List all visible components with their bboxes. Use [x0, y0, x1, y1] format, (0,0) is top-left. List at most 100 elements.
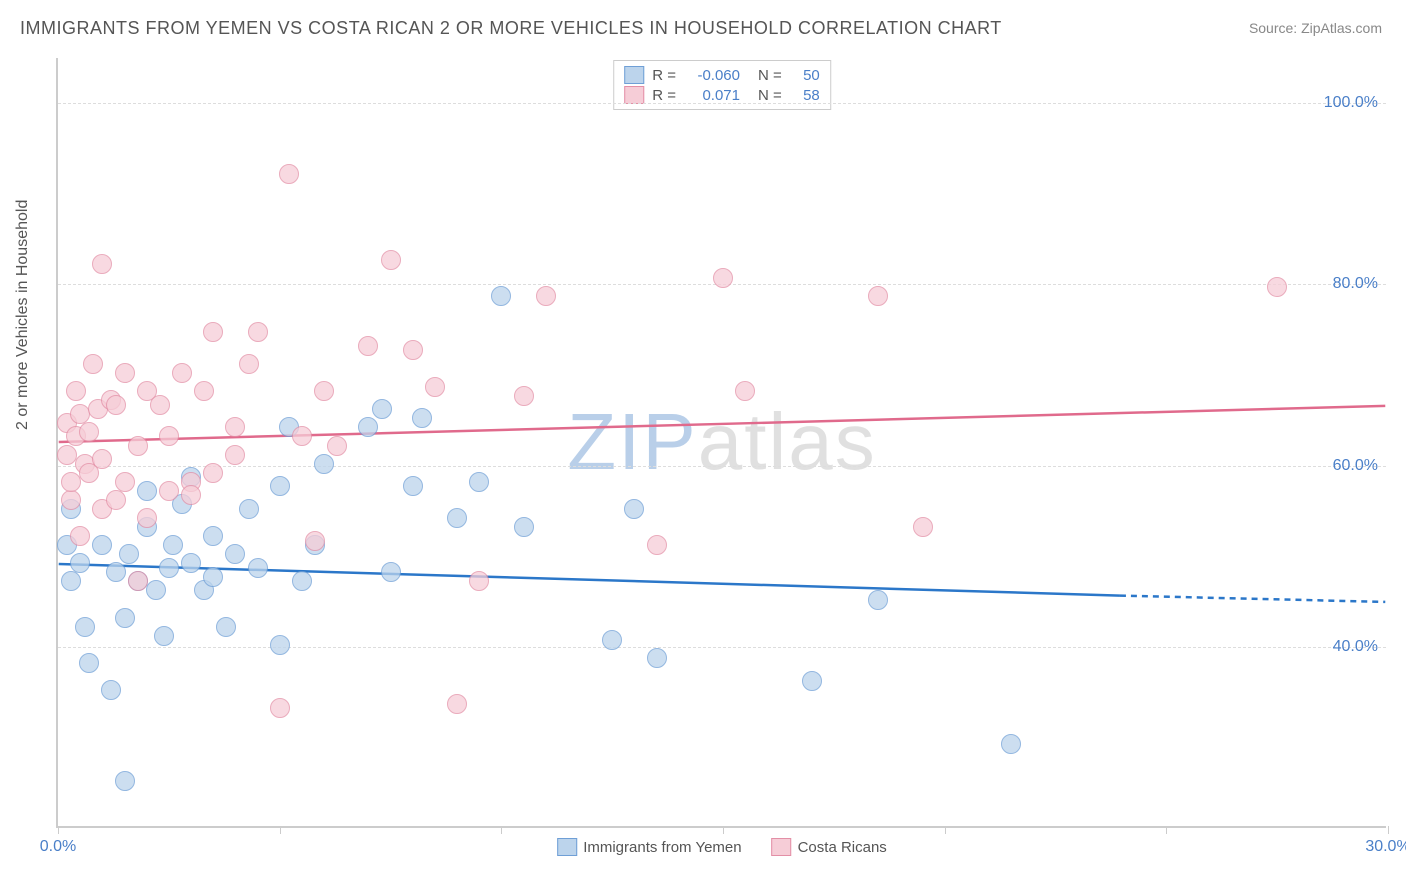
data-point [83, 354, 103, 374]
legend-r-value: -0.060 [684, 67, 740, 84]
data-point [514, 517, 534, 537]
data-point [106, 395, 126, 415]
y-tick-label: 80.0% [1333, 275, 1378, 293]
data-point [314, 381, 334, 401]
source-label: Source: [1249, 20, 1301, 36]
plot-area: ZIPatlas R =-0.060N =50R =0.071N =58 Imm… [56, 58, 1386, 828]
x-tick [1388, 826, 1389, 834]
data-point [602, 630, 622, 650]
data-point [1001, 734, 1021, 754]
data-point [292, 426, 312, 446]
data-point [358, 417, 378, 437]
data-point [314, 454, 334, 474]
data-point [115, 472, 135, 492]
data-point [216, 617, 236, 637]
data-point [61, 490, 81, 510]
gridline [58, 103, 1386, 104]
legend-r-label: R = [652, 67, 676, 84]
data-point [248, 322, 268, 342]
data-point [92, 535, 112, 555]
data-point [469, 472, 489, 492]
data-point [92, 254, 112, 274]
legend-r-label: R = [652, 87, 676, 104]
trend-line-dashed [1120, 596, 1385, 602]
y-tick-label: 40.0% [1333, 638, 1378, 656]
data-point [101, 680, 121, 700]
legend-row: R = -0.060 N = 50 [624, 65, 820, 85]
gridline [58, 466, 1386, 467]
x-tick [1166, 826, 1167, 834]
data-point [536, 286, 556, 306]
data-point [181, 485, 201, 505]
data-point [327, 436, 347, 456]
data-point [137, 481, 157, 501]
data-point [146, 580, 166, 600]
legend-n-label: N = [758, 67, 782, 84]
legend-n-value: 50 [790, 67, 820, 84]
data-point [248, 558, 268, 578]
data-point [163, 535, 183, 555]
legend-r-value: 0.071 [684, 87, 740, 104]
data-point [70, 553, 90, 573]
y-tick-label: 100.0% [1324, 94, 1378, 112]
data-point [381, 250, 401, 270]
data-point [412, 408, 432, 428]
data-point [735, 381, 755, 401]
series-legend: Immigrants from Yemen Costa Ricans [557, 838, 887, 856]
data-point [66, 381, 86, 401]
x-tick-label: 0.0% [40, 838, 76, 856]
data-point [106, 562, 126, 582]
data-point [203, 567, 223, 587]
data-point [447, 508, 467, 528]
x-tick [501, 826, 502, 834]
data-point [372, 399, 392, 419]
legend-label: Costa Ricans [798, 839, 887, 856]
gridline [58, 647, 1386, 648]
data-point [381, 562, 401, 582]
watermark: ZIPatlas [567, 396, 876, 488]
data-point [425, 377, 445, 397]
data-point [1267, 277, 1287, 297]
data-point [270, 635, 290, 655]
data-point [305, 531, 325, 551]
chart-title: IMMIGRANTS FROM YEMEN VS COSTA RICAN 2 O… [20, 18, 1002, 39]
data-point [106, 490, 126, 510]
data-point [713, 268, 733, 288]
data-point [225, 544, 245, 564]
data-point [624, 499, 644, 519]
data-point [279, 164, 299, 184]
data-point [119, 544, 139, 564]
x-tick [945, 826, 946, 834]
data-point [194, 381, 214, 401]
data-point [292, 571, 312, 591]
data-point [79, 422, 99, 442]
data-point [239, 354, 259, 374]
data-point [150, 395, 170, 415]
data-point [469, 571, 489, 591]
data-point [181, 553, 201, 573]
data-point [403, 340, 423, 360]
data-point [154, 626, 174, 646]
data-point [75, 617, 95, 637]
source-attribution: Source: ZipAtlas.com [1249, 20, 1382, 36]
trend-line [59, 406, 1386, 442]
data-point [92, 449, 112, 469]
legend-swatch [557, 838, 577, 856]
data-point [159, 426, 179, 446]
data-point [115, 608, 135, 628]
x-tick [280, 826, 281, 834]
y-tick-label: 60.0% [1333, 457, 1378, 475]
trend-lines [58, 58, 1386, 826]
legend-item: Immigrants from Yemen [557, 838, 741, 856]
data-point [447, 694, 467, 714]
data-point [115, 771, 135, 791]
data-point [137, 508, 157, 528]
data-point [225, 445, 245, 465]
x-tick-label: 30.0% [1365, 838, 1406, 856]
source-link[interactable]: ZipAtlas.com [1301, 20, 1382, 36]
data-point [514, 386, 534, 406]
data-point [403, 476, 423, 496]
legend-swatch [624, 86, 644, 104]
legend-swatch [624, 66, 644, 84]
x-tick [723, 826, 724, 834]
